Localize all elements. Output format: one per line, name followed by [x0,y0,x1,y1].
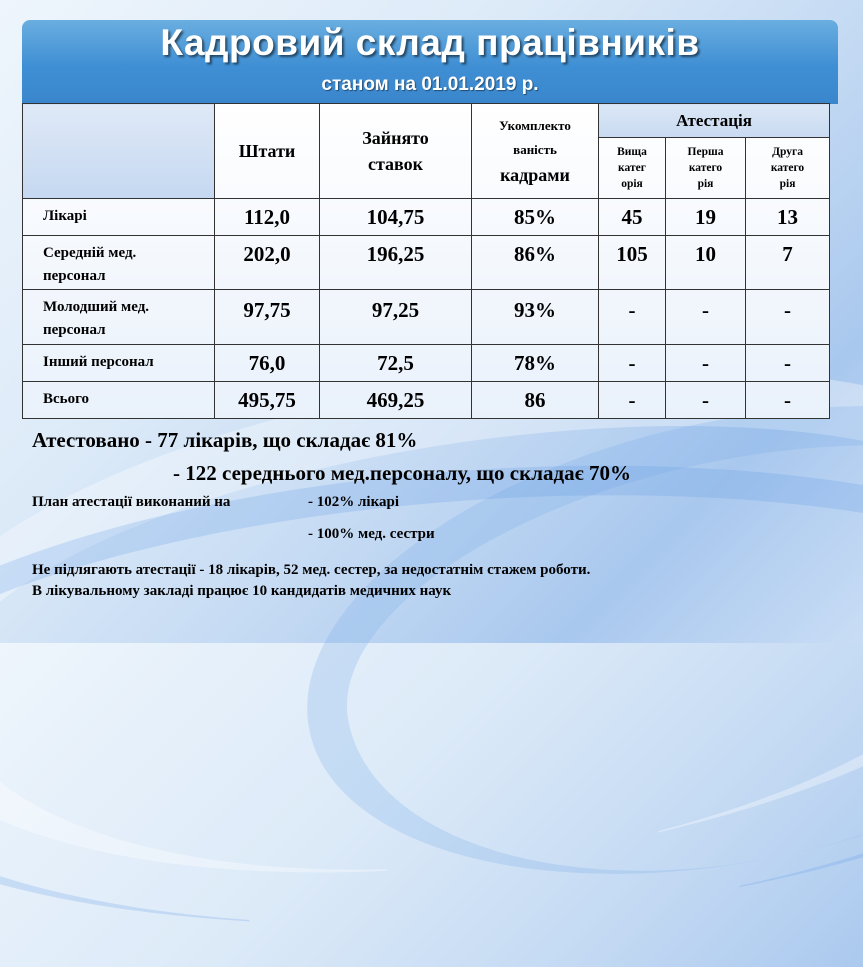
row-label-line: Всього [43,391,90,407]
table-row: Інший персонал 76,0 72,5 78% - - - [22,344,831,382]
header-occupied-line: Зайнято [362,128,429,148]
cell-occupied: 104,75 [319,198,472,236]
not-subject-text: Не підлягають атестації - 18 лікарів, 52… [32,562,591,578]
cell-staffing: 86% [471,235,599,290]
table-row-total: Всього 495,75 469,25 86 - - - [22,381,831,419]
cell-staffing: 78% [471,344,599,382]
header-staffing: Укомплекто ваність кадрами [471,103,599,199]
header-occupied-line: ставок [367,154,424,174]
header-staff: Штати [214,103,320,199]
header-line: Друга [772,146,803,158]
row-label-line: персонал [43,268,106,284]
header-line: катего [770,162,805,174]
cell-first: 19 [665,198,746,236]
table-subheader-row: Вища катег орія Перша катего рія Друга к… [23,137,831,199]
row-label: Середній мед. персонал [22,235,215,290]
cell-occupied: 72,5 [319,344,472,382]
header-first-category: Перша катего рія [665,137,746,199]
row-label-line: Середній мед. [43,245,137,261]
page-title: Кадровий склад працівників [160,22,700,63]
row-label-line: Лікарі [43,208,87,224]
cell-occupied: 196,25 [319,235,472,290]
cell-staffing: 93% [471,289,599,345]
header-staffing-line: кадрами [500,165,570,185]
row-label-line: Інший персонал [43,354,154,370]
cell-first: - [665,344,746,382]
cell-staff: 97,75 [214,289,320,345]
header-attestation: Атестація [597,103,831,138]
header-line: Перша [687,146,724,158]
cell-staffing: 86 [471,381,599,419]
cell-staff: 112,0 [214,198,320,236]
cell-higher: 45 [598,198,666,236]
row-label: Лікарі [22,198,215,236]
header-line: рія [697,178,714,190]
header-corner-cell [22,103,215,199]
header-line: орія [621,178,643,190]
header-line: рія [779,178,796,190]
cell-second: 7 [744,235,831,290]
header-second-category: Друга катего рія [744,137,831,199]
header-staffing-line: ваність [513,142,557,157]
row-label: Інший персонал [22,344,215,382]
cell-first: - [665,289,746,345]
table-row: Середній мед. персонал 202,0 196,25 86% … [22,235,831,290]
row-label-line: Молодший мед. [43,299,150,315]
row-label-line: персонал [43,322,106,338]
header-higher-category: Вища катег орія [598,137,666,199]
header-occupied: Зайнято ставок [319,103,472,199]
cell-higher: - [598,381,666,419]
row-label: Всього [22,381,215,419]
cell-staffing: 85% [471,198,599,236]
cell-second: - [744,344,831,382]
row-label: Молодший мед. персонал [22,289,215,345]
page-subtitle: станом на 01.01.2019 р. [321,74,539,95]
cell-second: - [744,289,831,345]
cell-staff: 495,75 [214,381,320,419]
attested-doctors-text: Атестовано - 77 лікарів, що складає 81% [32,428,418,452]
cell-staff: 202,0 [214,235,320,290]
background-swirl [263,333,863,947]
plan-nurses-text: - 100% мед. сестри [308,526,435,542]
cell-second: - [744,381,831,419]
candidates-text: В лікувальному закладі працює 10 кандида… [32,583,452,599]
cell-staff: 76,0 [214,344,320,382]
table-row: Лікарі 112,0 104,75 85% 45 19 13 [22,198,831,236]
header-staffing-line: Укомплекто [499,118,571,133]
table-header-row: Штати Зайнято ставок Укомплекто ваність … [22,103,831,199]
cell-higher: - [598,289,666,345]
cell-second: 13 [744,198,831,236]
cell-higher: 105 [598,235,666,290]
cell-higher: - [598,344,666,382]
header-line: Вища [617,146,647,158]
plan-label: План атестації виконаний на [32,494,231,510]
cell-occupied: 97,25 [319,289,472,345]
title-banner [22,20,838,104]
cell-first: - [665,381,746,419]
header-line: катег [618,162,646,174]
attested-nurses-text: - 122 середнього мед.персоналу, що склад… [173,461,631,485]
plan-doctors-text: - 102% лікарі [308,494,400,510]
staff-table: Штати Зайнято ставок Укомплекто ваність … [22,103,831,419]
cell-first: 10 [665,235,746,290]
table-row: Молодший мед. персонал 97,75 97,25 93% -… [22,289,831,345]
header-line: катего [688,162,723,174]
cell-occupied: 469,25 [319,381,472,419]
